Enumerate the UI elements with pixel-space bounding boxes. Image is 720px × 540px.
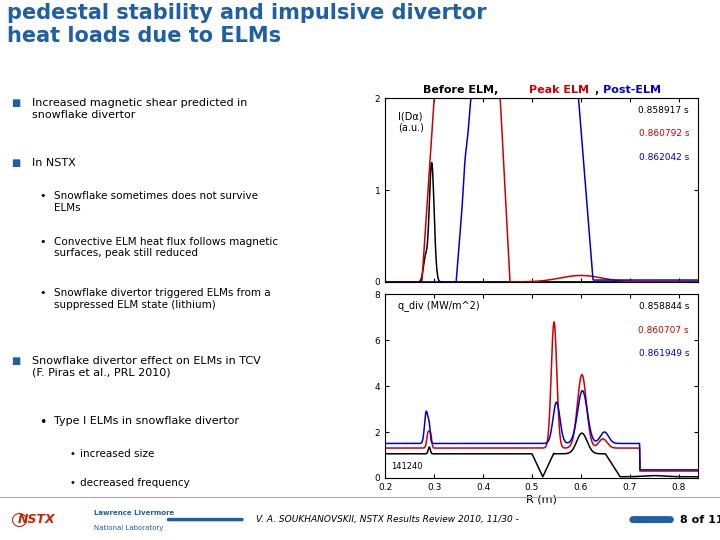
Text: •: • [40, 191, 46, 201]
Text: 141240: 141240 [392, 462, 423, 470]
Text: 0.858917 s: 0.858917 s [639, 106, 689, 114]
Text: ○: ○ [11, 510, 28, 529]
Text: , Post-ELM: , Post-ELM [595, 85, 661, 95]
Text: ■: ■ [12, 98, 20, 108]
Text: 0.861949 s: 0.861949 s [639, 349, 689, 359]
Text: Snowflake divertor effect on ELMs in TCV
(F. Piras et al., PRL 2010): Snowflake divertor effect on ELMs in TCV… [32, 356, 261, 378]
Text: NSTX: NSTX [18, 513, 55, 526]
Text: Type I ELMs in snowflake divertor: Type I ELMs in snowflake divertor [54, 416, 239, 426]
Text: Increased magnetic shear predicted in
snowflake divertor: Increased magnetic shear predicted in sn… [32, 98, 247, 120]
Text: 0.862042 s: 0.862042 s [639, 153, 689, 163]
Text: q_div (MW/m^2): q_div (MW/m^2) [397, 300, 480, 310]
Text: •: • [69, 478, 75, 488]
Text: 8 of 11: 8 of 11 [680, 515, 720, 524]
Text: Snowflake divertor triggered ELMs from a
suppressed ELM state (lithium): Snowflake divertor triggered ELMs from a… [54, 288, 271, 310]
Text: •: • [40, 416, 47, 429]
Text: V. A. SOUKHANOVSKII, NSTX Results Review 2010, 11/30 -: V. A. SOUKHANOVSKII, NSTX Results Review… [256, 515, 518, 524]
Text: Before ELM,: Before ELM, [423, 85, 502, 95]
Text: •: • [69, 449, 75, 460]
Text: increased size: increased size [81, 449, 155, 460]
Text: •: • [40, 237, 46, 247]
Text: Snowflake sometimes does not survive
ELMs: Snowflake sometimes does not survive ELM… [54, 191, 258, 213]
Text: •: • [40, 288, 46, 298]
Text: 0.858844 s: 0.858844 s [639, 302, 689, 310]
Text: pedestal stability and impulsive divertor
heat loads due to ELMs: pedestal stability and impulsive diverto… [7, 3, 487, 46]
Text: Lawrence Livermore: Lawrence Livermore [94, 510, 174, 516]
Text: 0.860707 s: 0.860707 s [639, 326, 689, 334]
Text: decreased frequency: decreased frequency [81, 478, 190, 488]
Text: ■: ■ [12, 158, 20, 168]
Text: Peak ELM: Peak ELM [529, 85, 589, 95]
Text: ■: ■ [12, 356, 20, 366]
X-axis label: R (m): R (m) [526, 495, 557, 504]
Text: I(Dα)
(a.u.): I(Dα) (a.u.) [397, 111, 423, 133]
Text: Convective ELM heat flux follows magnetic
surfaces, peak still reduced: Convective ELM heat flux follows magneti… [54, 237, 279, 258]
Text: National Laboratory: National Laboratory [94, 525, 163, 531]
Text: In NSTX: In NSTX [32, 158, 76, 168]
Text: 0.860792 s: 0.860792 s [639, 130, 689, 138]
